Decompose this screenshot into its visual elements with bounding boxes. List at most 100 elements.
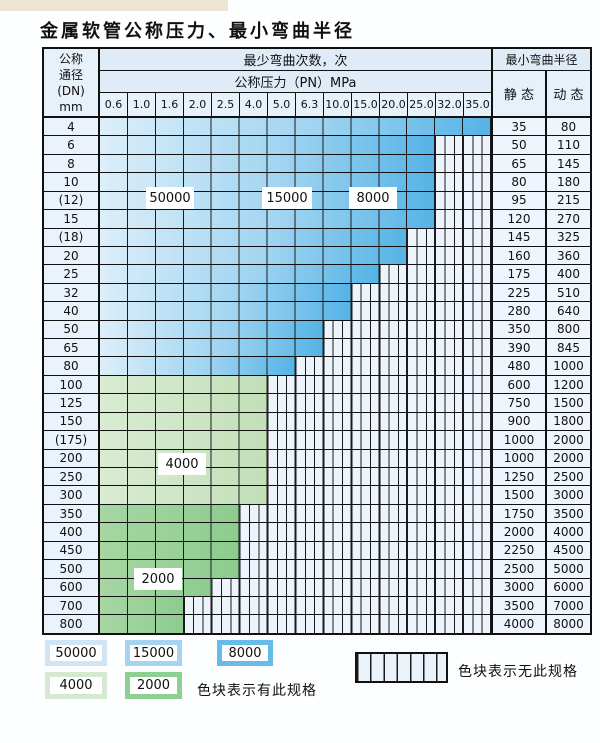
cycles-header: 最少弯曲次数，次 <box>100 49 491 71</box>
pressure-strip <box>100 320 493 339</box>
table-row: 350 1750 3500 <box>44 504 590 524</box>
dynamic-radius-cell: 145 <box>547 154 590 173</box>
dn-cell: 700 <box>44 596 100 615</box>
pressure-strip <box>100 136 493 155</box>
dynamic-radius-cell: 360 <box>547 246 590 265</box>
pressure-column-header: 2.0 <box>184 93 212 116</box>
static-radius-cell: 145 <box>493 228 547 246</box>
dynamic-radius-cell: 4500 <box>547 541 590 560</box>
table-row: 800 4000 8000 <box>44 615 590 634</box>
dn-header-line: 通径 <box>58 67 83 82</box>
dn-cell: 10 <box>44 173 100 191</box>
dynamic-radius-cell: 4000 <box>547 523 590 541</box>
zone-label-50000: 50000 <box>146 187 194 209</box>
pressure-column-header: 15.0 <box>352 93 380 116</box>
dynamic-radius-cell: 3500 <box>547 504 590 523</box>
has-spec-label: 色块表示有此规格 <box>197 683 317 699</box>
dn-cell: 32 <box>44 283 100 302</box>
radius-header-group: 最小弯曲半径 静 态 动 态 <box>493 49 590 116</box>
dynamic-column-header: 动 态 <box>553 88 584 103</box>
table-row: 300 1500 3000 <box>44 486 590 505</box>
no-spec-label: 色块表示无此规格 <box>458 664 578 680</box>
pressure-columns-row: 0.6 1.0 1.6 2.0 2.5 4.0 5.0 6.3 10.0 15.0 20.0 25.0… <box>100 93 491 116</box>
dynamic-radius-cell: 180 <box>547 173 590 191</box>
pressure-column-header: 1.0 <box>128 93 156 116</box>
table-header: 公称 通径 (DN) mm 最少弯曲次数，次 公称压力（PN）MPa 0.6 1.0 1.… <box>44 49 590 118</box>
static-radius-cell: 350 <box>493 320 547 339</box>
dn-cell: 250 <box>44 468 100 486</box>
dynamic-radius-cell: 1000 <box>547 357 590 375</box>
pressure-strip <box>100 118 493 136</box>
pressure-column-header: 0.6 <box>100 93 128 116</box>
static-radius-cell: 1750 <box>493 504 547 523</box>
cycles-header-group: 最少弯曲次数，次 公称压力（PN）MPa 0.6 1.0 1.6 2.0 2.5 4.0 5… <box>100 49 493 116</box>
static-radius-cell: 600 <box>493 375 547 394</box>
legend-item-8000: 8000 <box>217 640 273 666</box>
dn-cell: 350 <box>44 504 100 523</box>
table-row: (175) 1000 2000 <box>44 431 590 450</box>
static-radius-cell: 1000 <box>493 431 547 449</box>
dn-cell: 65 <box>44 339 100 357</box>
pressure-strip <box>100 210 493 228</box>
dynamic-radius-cell: 6000 <box>547 578 590 596</box>
dn-cell: 800 <box>44 615 100 633</box>
pressure-strip <box>100 173 493 192</box>
table-row: 6 50 110 <box>44 136 590 155</box>
dynamic-radius-cell: 2000 <box>547 431 590 449</box>
dn-header-line: mm <box>59 99 83 114</box>
pressure-strip <box>100 523 493 542</box>
dn-cell: 500 <box>44 560 100 578</box>
table-row: 700 3500 7000 <box>44 596 590 616</box>
pressure-strip <box>100 375 493 394</box>
table-row: 500 2500 5000 <box>44 560 590 579</box>
spec-table: 公称 通径 (DN) mm 最少弯曲次数，次 公称压力（PN）MPa 0.6 1.0 1.… <box>42 47 592 635</box>
static-radius-cell: 160 <box>493 246 547 265</box>
pressure-strip <box>100 431 493 450</box>
table-row: 125 750 1500 <box>44 394 590 413</box>
dn-cell: 40 <box>44 302 100 320</box>
pressure-column-header: 5.0 <box>268 93 296 116</box>
zone-label-2000: 2000 <box>134 568 182 590</box>
dynamic-radius-cell: 80 <box>547 118 590 136</box>
pressure-column-header: 6.3 <box>296 93 324 116</box>
radius-header: 最小弯曲半径 <box>493 49 590 71</box>
pressure-strip <box>100 615 493 634</box>
dn-cell: 20 <box>44 246 100 265</box>
table-row: 400 2000 4000 <box>44 523 590 542</box>
dynamic-radius-cell: 400 <box>547 265 590 283</box>
pressure-strip <box>100 486 493 505</box>
pressure-strip <box>100 578 493 597</box>
static-radius-cell: 4000 <box>493 615 547 633</box>
dynamic-radius-cell: 1500 <box>547 394 590 412</box>
table-row: 20 160 360 <box>44 246 590 266</box>
dynamic-radius-cell: 325 <box>547 228 590 246</box>
table-row: 10 80 180 <box>44 173 590 192</box>
legend-item-label: 8000 <box>222 645 268 661</box>
dynamic-radius-cell: 8000 <box>547 615 590 633</box>
pressure-column-header: 25.0 <box>408 93 436 116</box>
dynamic-radius-cell: 7000 <box>547 596 590 615</box>
pressure-column-header: 1.6 <box>156 93 184 116</box>
zone-label-15000: 15000 <box>262 187 312 209</box>
legend-item-label: 15000 <box>130 645 177 661</box>
dn-cell: 400 <box>44 523 100 541</box>
pressure-column-header: 20.0 <box>380 93 408 116</box>
static-radius-cell: 225 <box>493 283 547 302</box>
pressure-strip <box>100 357 493 376</box>
table-row: 65 390 845 <box>44 339 590 358</box>
dn-cell: 6 <box>44 136 100 154</box>
dn-cell: 4 <box>44 118 100 136</box>
table-row: 250 1250 2500 <box>44 468 590 487</box>
legend-item-label: 50000 <box>50 645 102 661</box>
static-radius-cell: 95 <box>493 191 547 210</box>
dynamic-radius-cell: 110 <box>547 136 590 154</box>
dn-cell: 600 <box>44 578 100 596</box>
pressure-column-header: 32.0 <box>436 93 464 116</box>
zone-label-4000: 4000 <box>158 453 206 475</box>
static-radius-cell: 750 <box>493 394 547 412</box>
dn-cell: 25 <box>44 265 100 283</box>
dn-cell: 15 <box>44 210 100 228</box>
dn-cell: 80 <box>44 357 100 375</box>
pressure-column-header: 10.0 <box>324 93 352 116</box>
table-row: 50 350 800 <box>44 320 590 340</box>
